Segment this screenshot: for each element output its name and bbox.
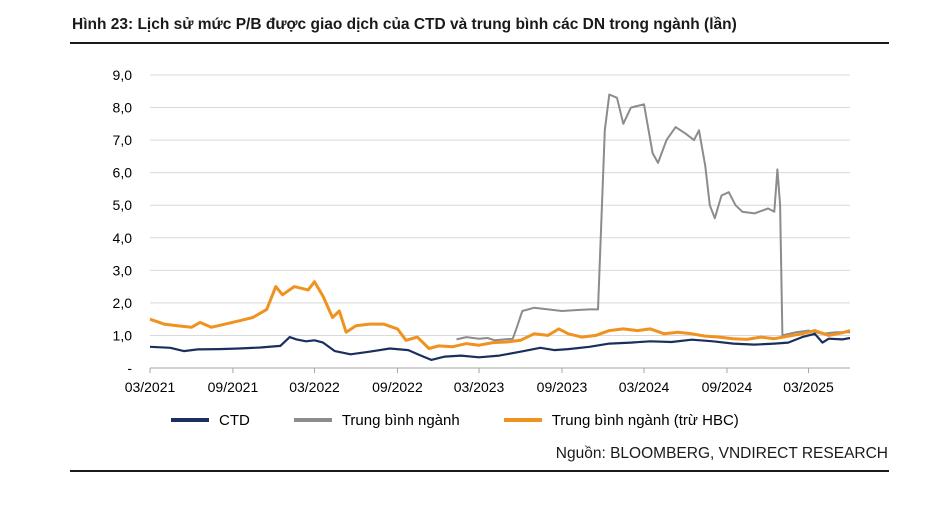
y-tick-label: 8,0 [113, 100, 133, 116]
y-tick-label: 6,0 [113, 165, 133, 181]
y-axis-ticks: - 1,0 2,0 3,0 4,0 5,0 6,0 7,0 8,0 9,0 [113, 67, 133, 376]
x-tick-label: 03/2021 [125, 379, 176, 395]
legend-swatch [171, 418, 209, 422]
x-tick-label: 09/2024 [702, 379, 753, 395]
legend-item: Trung bình ngành [293, 411, 460, 429]
y-tick-label: 4,0 [113, 230, 133, 246]
legend-item: CTD [171, 412, 250, 429]
source-note: Nguồn: BLOOMBERG, VNDIRECT RESEARCH [555, 445, 888, 462]
x-tick-label: 03/2023 [454, 379, 505, 395]
x-tick-label: 09/2022 [372, 379, 423, 395]
series-lines [149, 93, 851, 361]
series-line-ctd [149, 332, 851, 361]
x-tick-label: 03/2022 [289, 379, 340, 395]
figure-title: Hình 23: Lịch sử mức P/B được giao dịch … [72, 16, 737, 33]
chart-legend: CTD Trung bình ngành Trung bình ngành (trừ… [171, 409, 783, 431]
gridlines [150, 74, 850, 336]
y-tick-label: 2,0 [113, 295, 133, 311]
x-tick-label: 03/2025 [783, 379, 834, 395]
x-tick-label: 09/2021 [208, 379, 259, 395]
legend-swatch [293, 418, 332, 422]
x-axis: 03/2021 09/2021 03/2022 09/2022 03/2023 09/20… [125, 367, 850, 395]
y-tick-label: 7,0 [113, 132, 133, 148]
y-tick-label: 1,0 [113, 327, 133, 343]
legend-label: Trung bình ngành (trừ HBC) [551, 411, 739, 429]
legend-label: CTD [219, 411, 250, 429]
x-tick-label: 09/2023 [537, 379, 588, 395]
top-rule [70, 42, 889, 44]
series-line-trung-b-nh-ng-nh-tr-hbc [149, 280, 851, 350]
bottom-rule [70, 470, 889, 472]
y-tick-label: 3,0 [113, 262, 133, 278]
series-line-trung-b-nh-ng-nh [456, 93, 850, 342]
legend-label: Trung bình ngành [341, 411, 460, 429]
legend-item: Trung bình ngành (trừ HBC) [503, 411, 739, 429]
y-tick-label: 5,0 [113, 197, 133, 213]
legend-swatch [503, 418, 542, 422]
x-tick-label: 03/2024 [619, 379, 670, 395]
y-tick-label: 9,0 [113, 67, 133, 83]
y-tick-label: - [127, 360, 132, 376]
